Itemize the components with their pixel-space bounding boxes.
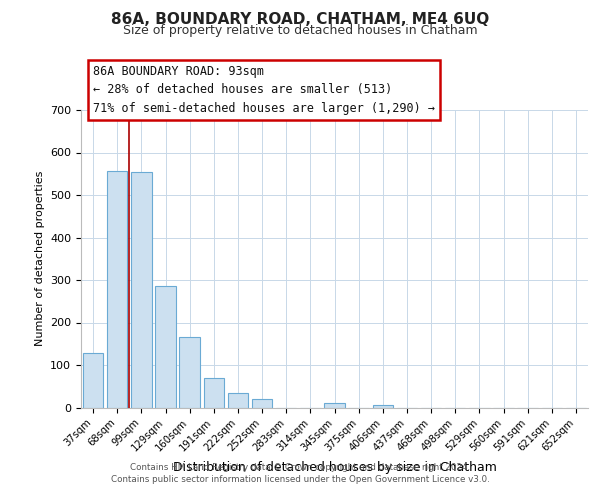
Bar (203, 378, 224, 408)
Text: 86A BOUNDARY ROAD: 93sqm
← 28% of detached houses are smaller (513)
71% of semi-: 86A BOUNDARY ROAD: 93sqm ← 28% of detach… (93, 65, 435, 115)
Text: Size of property relative to detached houses in Chatham: Size of property relative to detached ho… (122, 24, 478, 37)
Bar (324, 403, 345, 407)
Text: Contains HM Land Registry data © Crown copyright and database right 2024.: Contains HM Land Registry data © Crown c… (130, 462, 470, 471)
Bar (83, 353, 103, 408)
Text: Contains public sector information licensed under the Open Government Licence v3: Contains public sector information licen… (110, 475, 490, 484)
Bar (373, 406, 393, 407)
Bar (252, 399, 272, 407)
X-axis label: Distribution of detached houses by size in Chatham: Distribution of detached houses by size … (173, 461, 496, 474)
Y-axis label: Number of detached properties: Number of detached properties (35, 171, 44, 346)
Bar (131, 172, 152, 408)
Bar (155, 286, 176, 408)
Bar (107, 171, 127, 408)
Text: 86A, BOUNDARY ROAD, CHATHAM, ME4 6UQ: 86A, BOUNDARY ROAD, CHATHAM, ME4 6UQ (111, 12, 489, 28)
Bar (227, 394, 248, 407)
Bar (179, 338, 200, 407)
